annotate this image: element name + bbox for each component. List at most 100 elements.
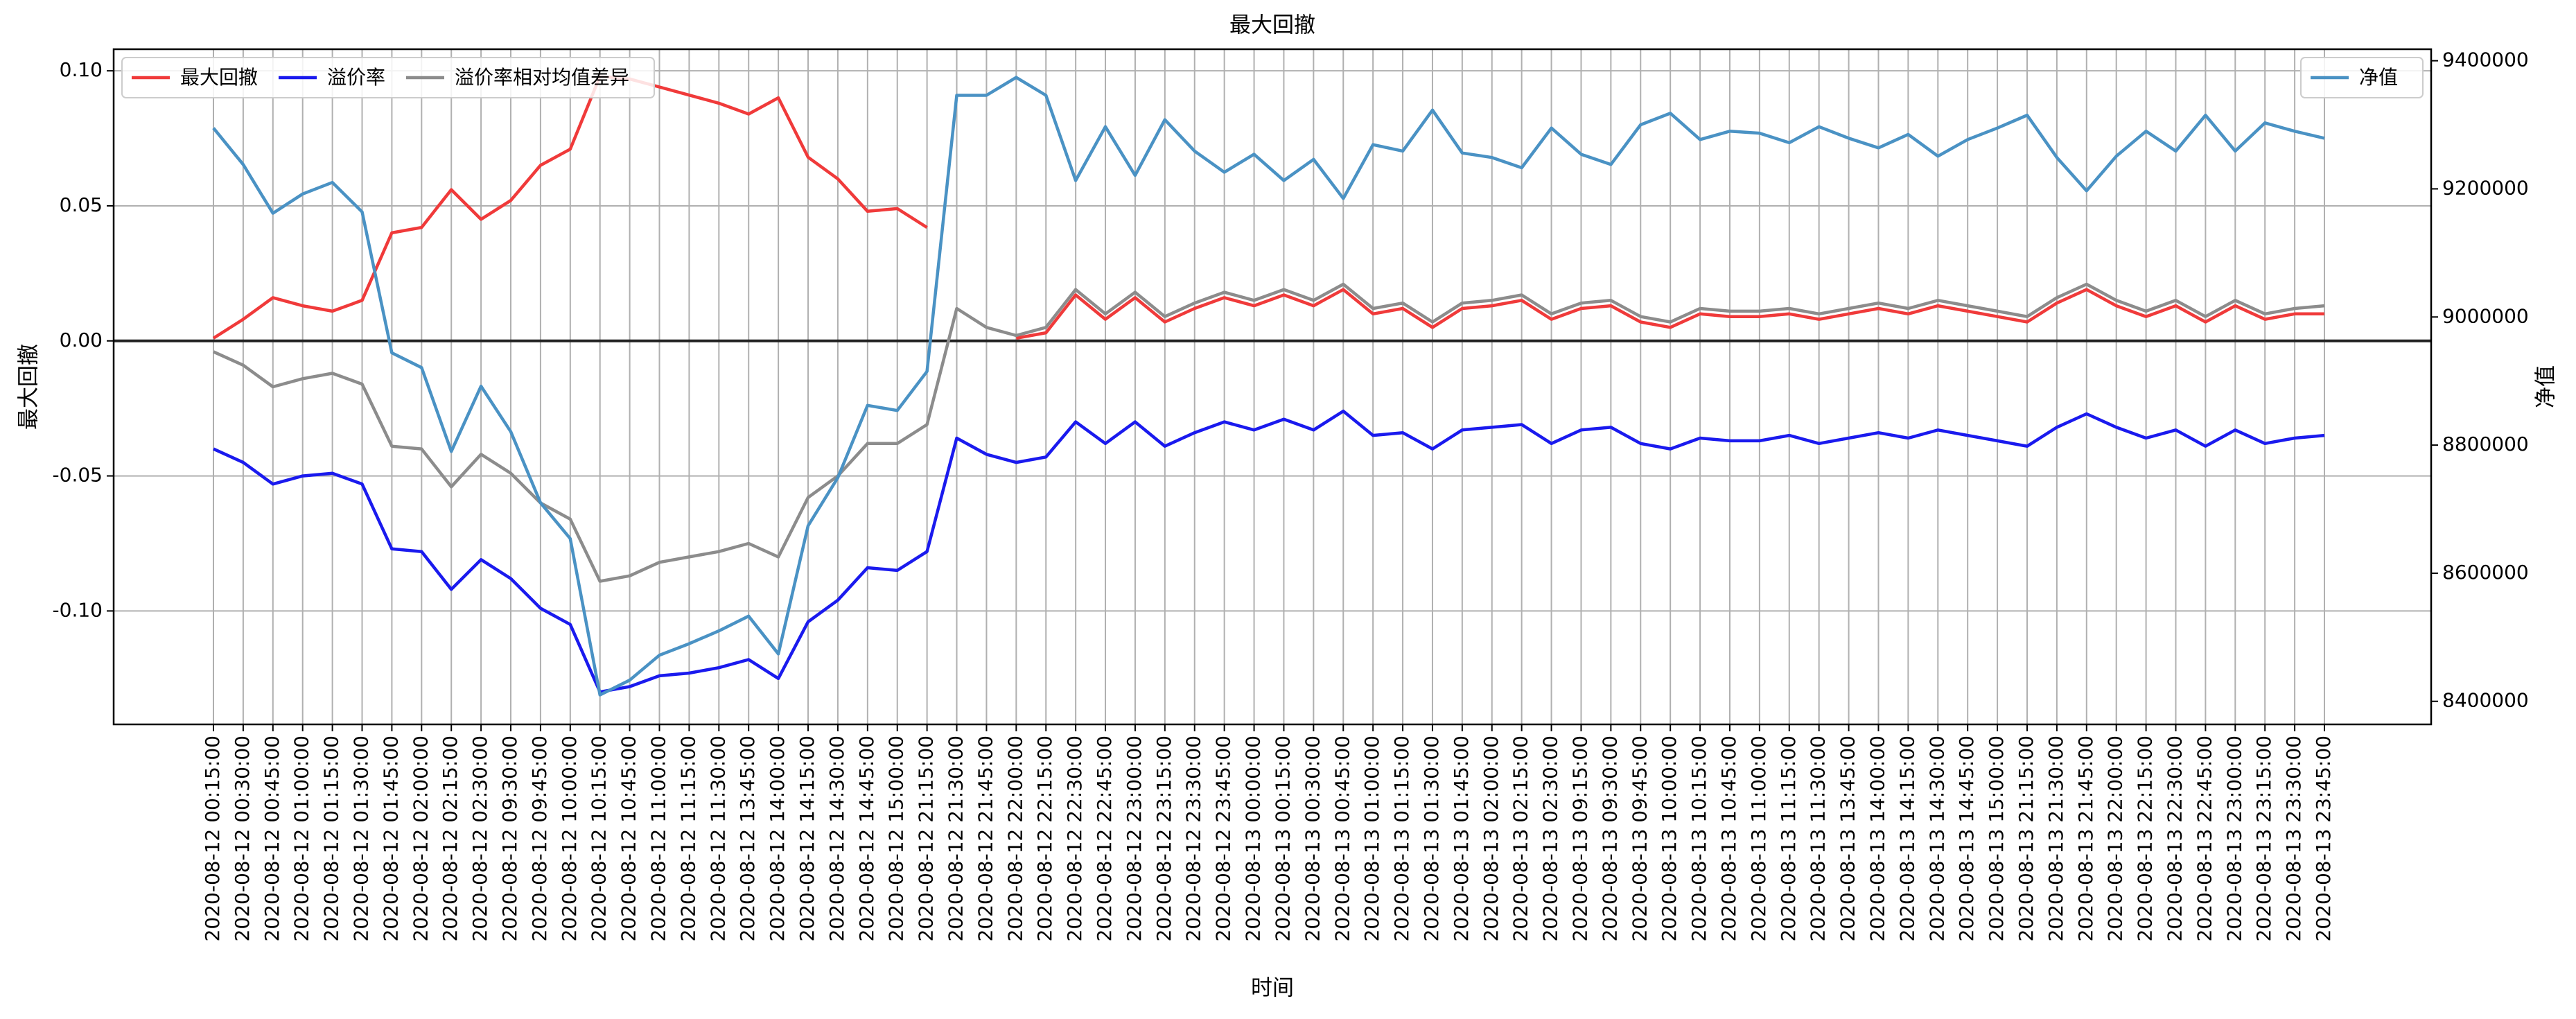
x-tick-label: 2020-08-12 09:45:00 <box>528 735 551 941</box>
x-tick-label: 2020-08-13 11:30:00 <box>1807 735 1830 941</box>
y2-tick-label: 8800000 <box>2442 433 2529 455</box>
x-tick-label: 2020-08-12 14:15:00 <box>796 735 818 941</box>
x-tick-label: 2020-08-13 22:15:00 <box>2134 735 2157 941</box>
x-tick-label: 2020-08-13 14:00:00 <box>1866 735 1889 941</box>
x-tick-label: 2020-08-13 00:45:00 <box>1331 735 1353 941</box>
x-tick-label: 2020-08-13 00:15:00 <box>1271 735 1294 941</box>
legend-box <box>2300 57 2424 98</box>
x-tick-label: 2020-08-13 14:45:00 <box>1955 735 1978 941</box>
x-tick-label: 2020-08-13 02:30:00 <box>1539 735 1562 941</box>
x-tick-label: 2020-08-12 00:15:00 <box>201 735 224 941</box>
x-tick-label: 2020-08-12 11:15:00 <box>676 735 699 941</box>
x-tick-label: 2020-08-13 00:00:00 <box>1242 735 1265 941</box>
series-line <box>212 76 2325 697</box>
x-tick-label: 2020-08-13 09:45:00 <box>1628 735 1651 941</box>
x-tick-label: 2020-08-12 23:15:00 <box>1153 735 1175 941</box>
x-tick-label: 2020-08-13 22:45:00 <box>2193 735 2216 941</box>
x-tick-label: 2020-08-13 22:30:00 <box>2163 735 2186 941</box>
y2-tick-label: 8400000 <box>2442 689 2529 712</box>
x-tick-label: 2020-08-13 01:45:00 <box>1450 735 1473 941</box>
x-tick-label: 2020-08-12 14:00:00 <box>766 735 789 941</box>
x-tick-label: 2020-08-12 14:45:00 <box>855 735 878 941</box>
x-tick-label: 2020-08-12 22:15:00 <box>1033 735 1056 941</box>
x-tick-label: 2020-08-13 14:15:00 <box>1895 735 1918 941</box>
x-tick-label: 2020-08-12 09:30:00 <box>498 735 521 941</box>
x-tick-label: 2020-08-13 23:00:00 <box>2223 735 2245 941</box>
x-tick-label: 2020-08-13 10:15:00 <box>1688 735 1710 941</box>
y-tick-label: -0.05 <box>53 464 103 487</box>
x-tick-label: 2020-08-12 22:30:00 <box>1063 735 1086 941</box>
x-tick-label: 2020-08-12 10:15:00 <box>588 735 611 941</box>
plot-frame <box>112 48 2433 726</box>
x-tick-label: 2020-08-12 21:15:00 <box>915 735 938 941</box>
x-tick-label: 2020-08-12 14:30:00 <box>825 735 848 941</box>
x-tick-label: 2020-08-13 09:30:00 <box>1598 735 1621 941</box>
y2-tick-label: 8600000 <box>2442 561 2529 584</box>
x-tick-label: 2020-08-12 01:45:00 <box>379 735 402 941</box>
x-tick-label: 2020-08-13 13:45:00 <box>1837 735 1859 941</box>
x-tick-label: 2020-08-12 21:30:00 <box>945 735 967 941</box>
x-tick-label: 2020-08-13 23:45:00 <box>2312 735 2335 941</box>
y2-tick-label: 9000000 <box>2442 304 2529 327</box>
x-tick-label: 2020-08-13 21:15:00 <box>2015 735 2038 941</box>
x-tick-label: 2020-08-13 23:30:00 <box>2282 735 2305 941</box>
x-axis-label: 时间 <box>1251 976 1294 1001</box>
x-tick-label: 2020-08-12 00:45:00 <box>261 735 283 941</box>
x-tick-label: 2020-08-12 01:15:00 <box>320 735 343 941</box>
x-tick-label: 2020-08-12 01:00:00 <box>290 735 313 941</box>
x-tick-label: 2020-08-12 10:45:00 <box>617 735 640 941</box>
series-line <box>213 282 2325 583</box>
y-tick-label: -0.10 <box>53 598 103 621</box>
x-tick-label: 2020-08-13 02:00:00 <box>1480 735 1502 941</box>
x-tick-label: 2020-08-13 10:45:00 <box>1717 735 1740 941</box>
chart-title: 最大回撤 <box>1229 13 1315 38</box>
x-tick-label: 2020-08-12 13:45:00 <box>736 735 759 941</box>
x-tick-label: 2020-08-12 11:30:00 <box>706 735 729 941</box>
x-tick-label: 2020-08-12 21:45:00 <box>974 735 997 941</box>
y-tick-label: 0.05 <box>60 193 103 216</box>
x-tick-label: 2020-08-12 00:30:00 <box>231 735 254 941</box>
legend-label: 溢价率 <box>327 66 385 89</box>
x-tick-label: 2020-08-12 15:00:00 <box>885 735 908 941</box>
x-tick-label: 2020-08-12 11:00:00 <box>647 735 670 941</box>
series-line <box>213 409 2325 694</box>
x-tick-label: 2020-08-13 02:15:00 <box>1509 735 1532 941</box>
x-tick-label: 2020-08-12 22:45:00 <box>1093 735 1116 941</box>
legend-label: 净值 <box>2359 66 2398 89</box>
y-tick-label: 0.10 <box>60 58 103 81</box>
x-tick-label: 2020-08-13 01:15:00 <box>1390 735 1413 941</box>
y2-tick-label: 9400000 <box>2442 49 2529 71</box>
x-tick-label: 2020-08-12 02:15:00 <box>439 735 462 941</box>
legend-label: 最大回撤 <box>180 66 258 89</box>
x-tick-label: 2020-08-13 01:00:00 <box>1360 735 1383 941</box>
x-tick-label: 2020-08-12 23:30:00 <box>1182 735 1205 941</box>
series-line <box>212 74 2324 340</box>
x-tick-label: 2020-08-13 14:30:00 <box>1925 735 1948 941</box>
x-tick-label: 2020-08-12 02:00:00 <box>409 735 432 941</box>
x-tick-label: 2020-08-12 22:00:00 <box>1004 735 1026 941</box>
y2-tick-label: 9200000 <box>2442 176 2529 199</box>
y-tick-label: 0.00 <box>60 329 103 351</box>
legend-label: 溢价率相对均值差异 <box>455 66 629 89</box>
x-tick-label: 2020-08-13 11:15:00 <box>1777 735 1800 941</box>
x-tick-label: 2020-08-13 21:30:00 <box>2044 735 2067 941</box>
x-tick-label: 2020-08-12 10:00:00 <box>558 735 581 941</box>
y-axis-label: 最大回撤 <box>17 344 42 430</box>
legend-box <box>121 57 655 98</box>
x-tick-label: 2020-08-13 10:00:00 <box>1658 735 1681 941</box>
x-tick-label: 2020-08-13 09:15:00 <box>1568 735 1591 941</box>
x-tick-label: 2020-08-13 22:00:00 <box>2104 735 2127 941</box>
x-tick-label: 2020-08-13 23:15:00 <box>2252 735 2275 941</box>
x-tick-label: 2020-08-12 23:00:00 <box>1123 735 1146 941</box>
x-tick-label: 2020-08-13 11:00:00 <box>1747 735 1770 941</box>
legend: 净值 <box>2300 57 2424 98</box>
x-tick-label: 2020-08-13 00:30:00 <box>1301 735 1324 941</box>
y2-axis-label: 净值 <box>2534 365 2559 408</box>
legend: 最大回撤 溢价率 溢价率相对均值差异 <box>121 57 655 98</box>
x-tick-label: 2020-08-12 01:30:00 <box>350 735 373 941</box>
x-tick-label: 2020-08-13 21:45:00 <box>2074 735 2097 941</box>
x-tick-label: 2020-08-13 01:30:00 <box>1420 735 1443 941</box>
x-tick-label: 2020-08-12 23:45:00 <box>1212 735 1235 941</box>
